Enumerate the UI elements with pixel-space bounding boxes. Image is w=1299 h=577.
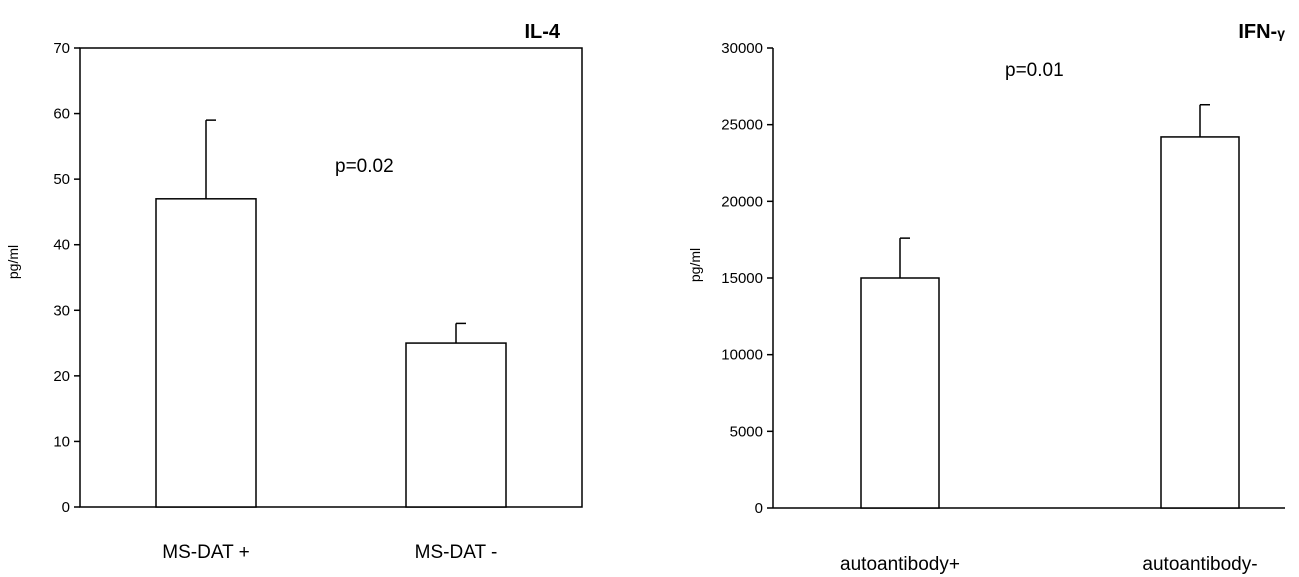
- il4-bar: [405, 342, 507, 508]
- ifng-y-tick-label: 5000: [730, 423, 763, 440]
- il4-p-value: p=0.02: [335, 156, 394, 177]
- il4-category-label: MS-DAT +: [162, 542, 249, 563]
- ifng-bar: [1160, 136, 1240, 509]
- ifng-title-gamma: γ: [1277, 25, 1285, 41]
- il4-y-tick-label: 20: [53, 368, 70, 385]
- ifng-y-tick-label: 15000: [721, 270, 763, 287]
- il4-y-tick-label: 0: [62, 499, 70, 516]
- il4-bar: [155, 198, 257, 508]
- il4-chart: 0 10 20 30 40 50 60 70 IL-4 pg/ml p=0.02 MS-DAT…: [5, 21, 583, 563]
- ifng-y-ticks: 0 5000 10000 15000 20000 25000 30000: [721, 40, 773, 517]
- ifng-y-tick-label: 0: [755, 500, 763, 517]
- ifng-bar: [860, 277, 940, 509]
- il4-y-tick-label: 60: [53, 106, 70, 123]
- ifng-y-tick-label: 10000: [721, 347, 763, 364]
- il4-bars: [155, 119, 507, 508]
- il4-y-axis-label: pg/ml: [5, 245, 21, 279]
- ifng-title: IFN-γ: [1238, 21, 1285, 43]
- ifng-category-label: autoantibody-: [1142, 554, 1257, 575]
- ifng-y-tick-label: 25000: [721, 117, 763, 134]
- il4-y-tick-label: 30: [53, 302, 70, 319]
- il4-y-ticks: 0 10 20 30 40 50 60 70: [53, 40, 80, 516]
- il4-y-tick-label: 50: [53, 171, 70, 188]
- ifng-y-axis-label: pg/ml: [687, 248, 703, 282]
- ifng-chart: 0 5000 10000 15000 20000 25000 30000 IFN-γ pg/…: [687, 21, 1285, 575]
- il4-y-tick-label: 10: [53, 433, 70, 450]
- ifng-category-label: autoantibody+: [840, 554, 960, 575]
- il4-category-label: MS-DAT -: [415, 542, 498, 563]
- il4-title: IL-4: [524, 21, 560, 43]
- il4-y-tick-label: 40: [53, 237, 70, 254]
- ifng-y-tick-label: 30000: [721, 40, 763, 57]
- ifng-y-tick-label: 20000: [721, 193, 763, 210]
- ifng-title-main: IFN-: [1238, 21, 1277, 43]
- ifng-p-value: p=0.01: [1005, 60, 1064, 81]
- il4-plot-frame: [79, 47, 583, 508]
- ifng-bars: [860, 103, 1240, 509]
- il4-y-tick-label: 70: [53, 40, 70, 57]
